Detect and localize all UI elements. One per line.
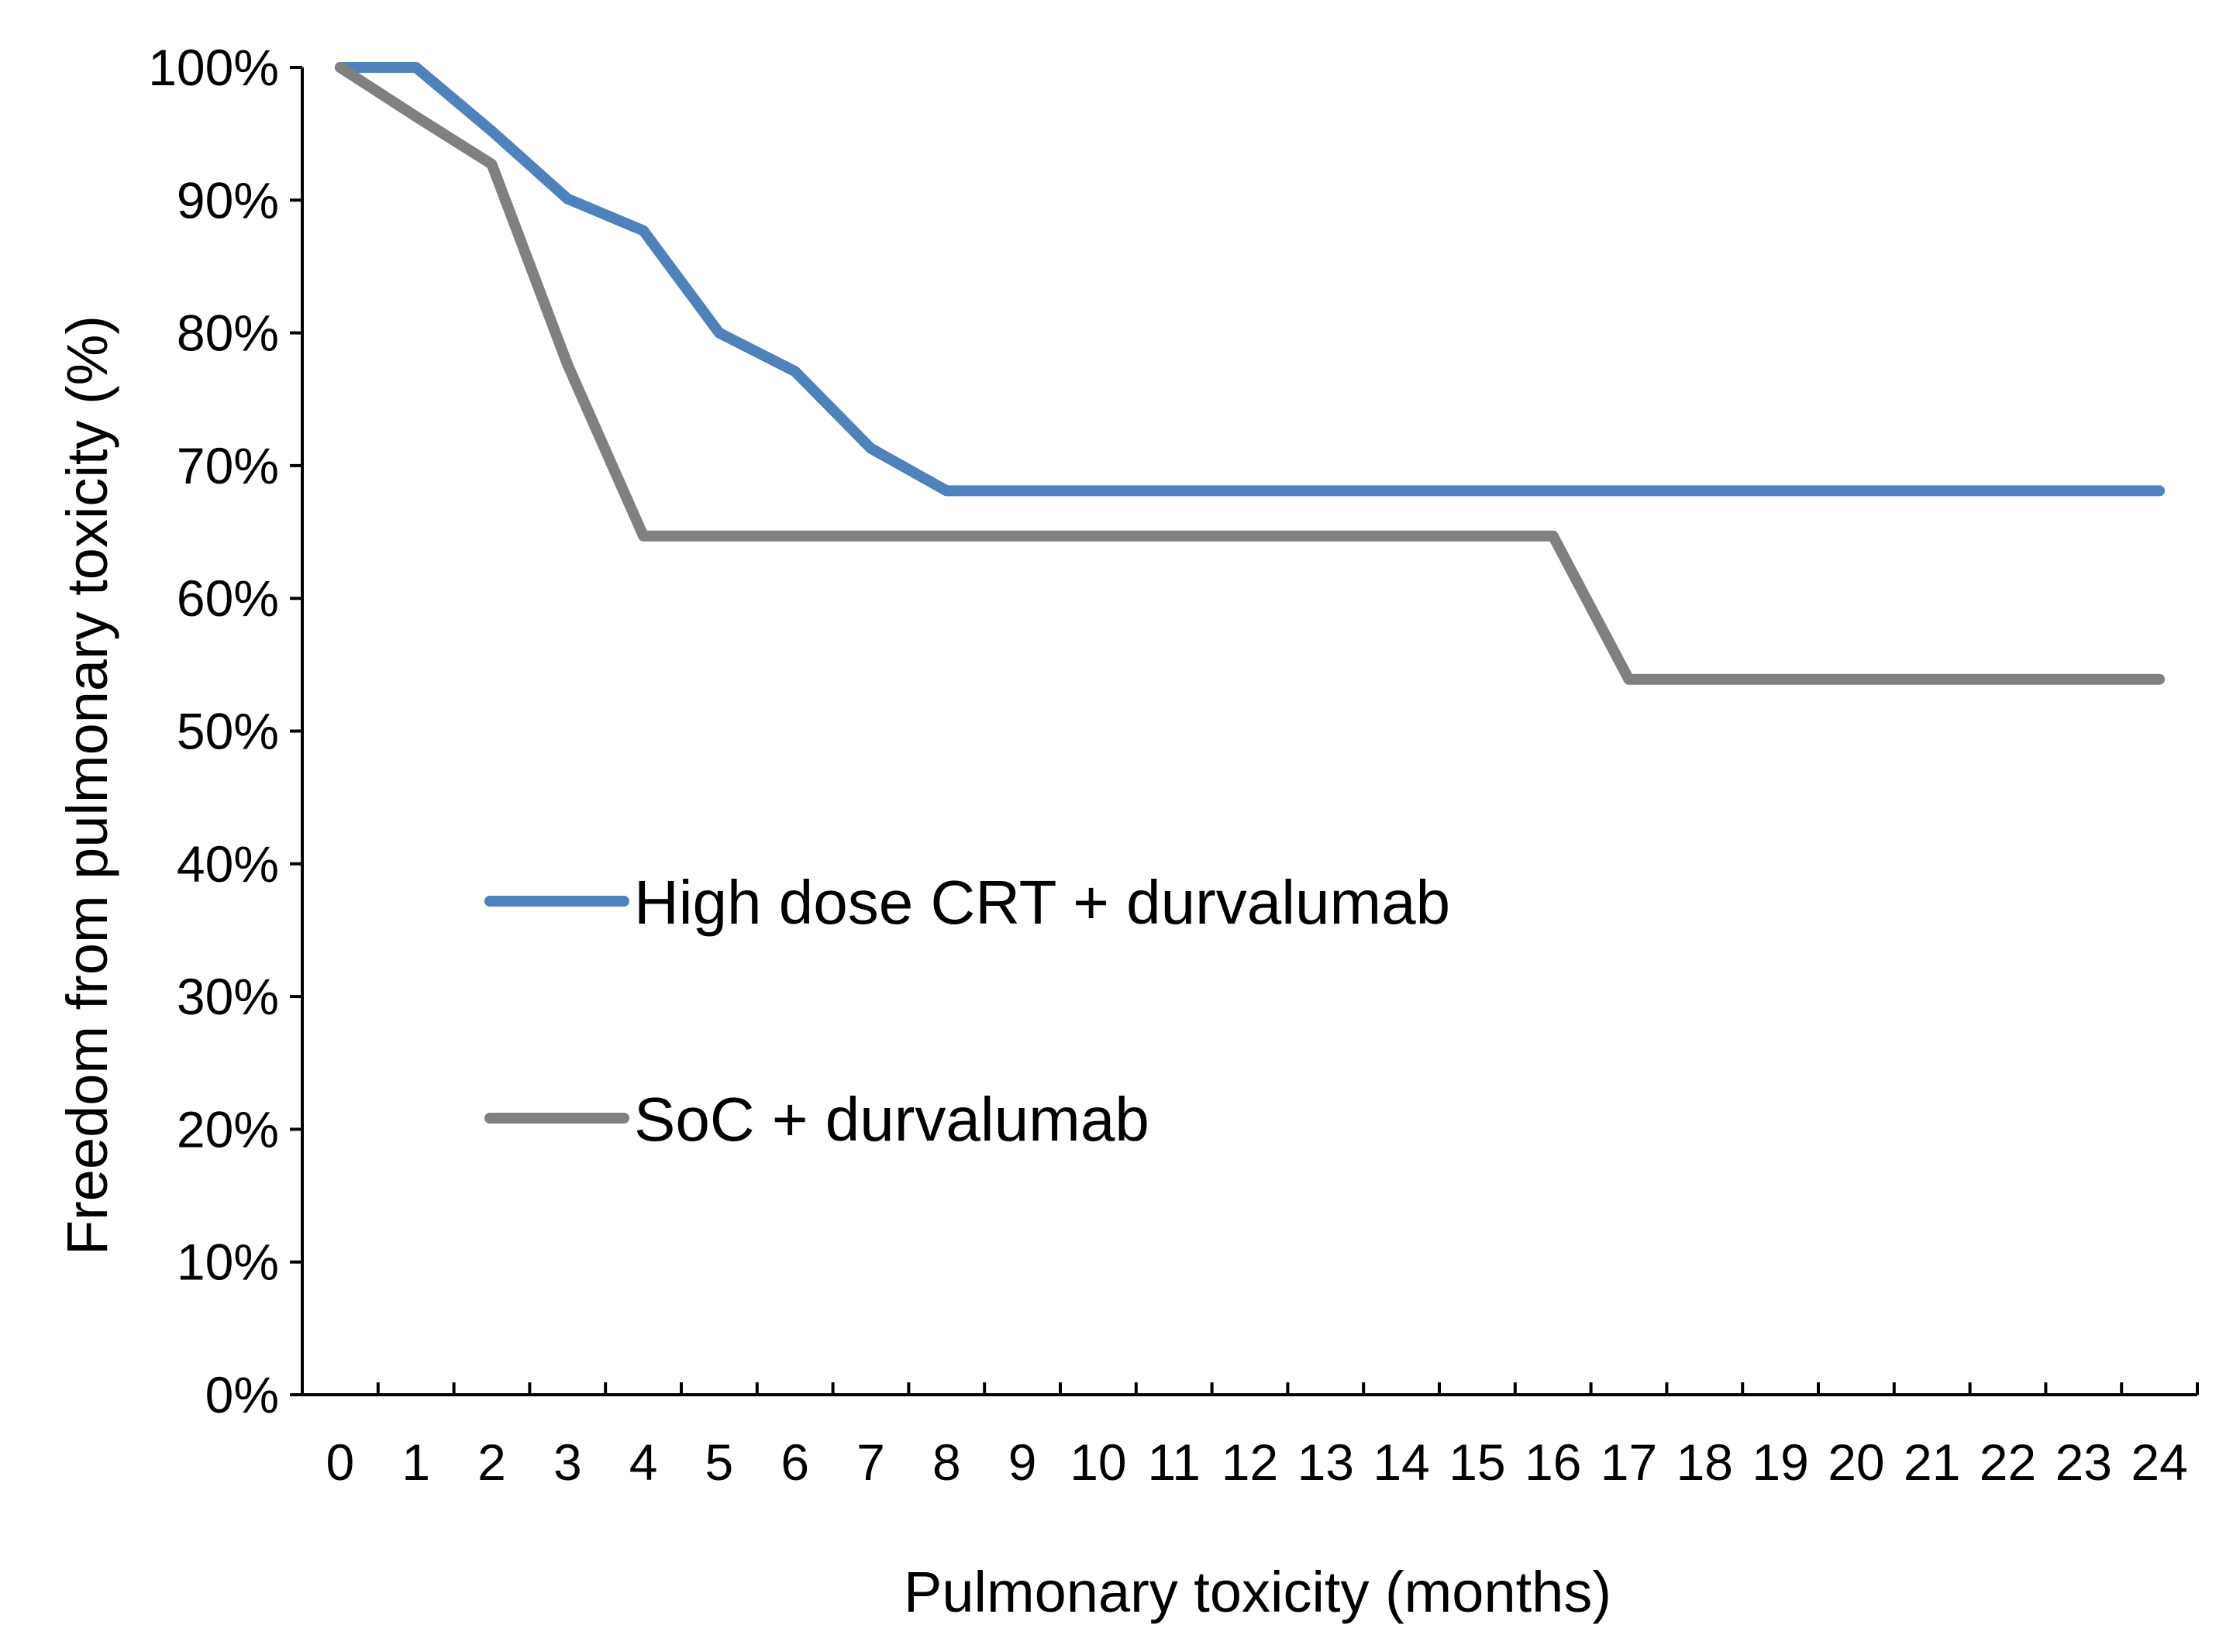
x-tick-label: 19 (1752, 1433, 1808, 1491)
y-tick-label: 100% (148, 39, 279, 96)
y-tick-label: 10% (177, 1234, 279, 1291)
series-line-high-dose-crt (334, 62, 2166, 497)
y-tick-label: 30% (177, 968, 279, 1025)
y-tick-label: 80% (177, 305, 279, 362)
y-tick-label: 0% (205, 1366, 279, 1423)
legend-label: High dose CRT + durvalumab (634, 868, 1450, 937)
chart-axes: 0%10%20%30%40%50%60%70%80%90%100%0 1 2 3 4 5 6… (148, 39, 2199, 1491)
x-tick-label: 21 (1904, 1433, 1960, 1491)
x-tick-label: 22 (1980, 1433, 2036, 1491)
y-tick-label: 90% (177, 171, 279, 229)
y-tick-label: 60% (177, 570, 279, 627)
series-layer (334, 62, 2166, 685)
x-axis-title: Pulmonary toxicity (months) (904, 1560, 1611, 1624)
x-tick-label: 5 (705, 1433, 734, 1491)
x-tick-label: 24 (2131, 1433, 2187, 1491)
x-tick-label: 12 (1222, 1433, 1278, 1491)
legend: High dose CRT + durvalumab SoC + durvalum… (484, 868, 1450, 1154)
y-tick-label: 50% (177, 703, 279, 760)
x-tick-label: 8 (932, 1433, 961, 1491)
legend-label: SoC + durvalumab (634, 1085, 1149, 1154)
x-tick-label: 9 (1008, 1433, 1037, 1491)
x-tick-label: 11 (1147, 1433, 1201, 1491)
y-tick-label: 20% (177, 1100, 279, 1158)
x-tick-label: 3 (553, 1433, 582, 1491)
x-tick-label: 6 (781, 1433, 809, 1491)
x-tick-label: 13 (1297, 1433, 1354, 1491)
y-tick-label: 40% (177, 835, 279, 893)
x-tick-label: 4 (629, 1433, 658, 1491)
x-tick-label: 20 (1828, 1433, 1884, 1491)
x-tick-label: 0 (326, 1433, 355, 1491)
y-axis-title: Freedom from pulmonary toxicity (%) (55, 315, 119, 1255)
x-tick-label: 16 (1525, 1433, 1581, 1491)
y-tick-label: 70% (177, 437, 279, 494)
x-tick-label: 15 (1449, 1433, 1505, 1491)
x-tick-label: 7 (856, 1433, 885, 1491)
series-line-soc (334, 62, 2166, 685)
x-tick-label: 2 (477, 1433, 506, 1491)
x-tick-label: 10 (1070, 1433, 1126, 1491)
x-tick-label: 17 (1601, 1433, 1657, 1491)
x-tick-label: 14 (1373, 1433, 1429, 1491)
x-tick-label: 1 (401, 1433, 430, 1491)
x-tick-label: 23 (2056, 1433, 2112, 1491)
x-tick-label: 18 (1676, 1433, 1733, 1491)
